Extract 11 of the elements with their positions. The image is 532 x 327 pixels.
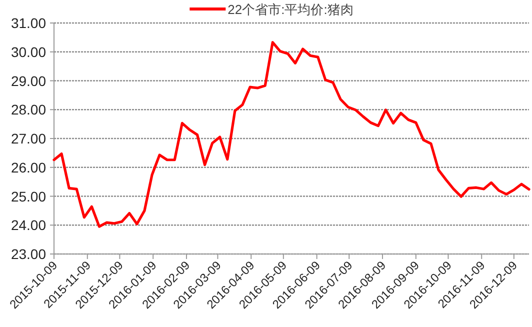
y-tick-label: 28.00 (10, 102, 46, 118)
y-tick-label: 26.00 (10, 159, 46, 176)
y-tick-label: 27.00 (10, 130, 46, 146)
y-tick-label: 24.00 (10, 217, 46, 234)
y-tick-label: 25.00 (10, 188, 46, 204)
y-tick-label: 31.00 (10, 15, 46, 31)
y-tick-label: 29.00 (10, 72, 46, 89)
y-tick-label: 30.00 (10, 44, 46, 60)
line-series (52, 41, 530, 228)
legend-label: 22个省市:平均价:猪肉 (228, 2, 354, 17)
y-tick-label: 23.00 (10, 246, 46, 262)
